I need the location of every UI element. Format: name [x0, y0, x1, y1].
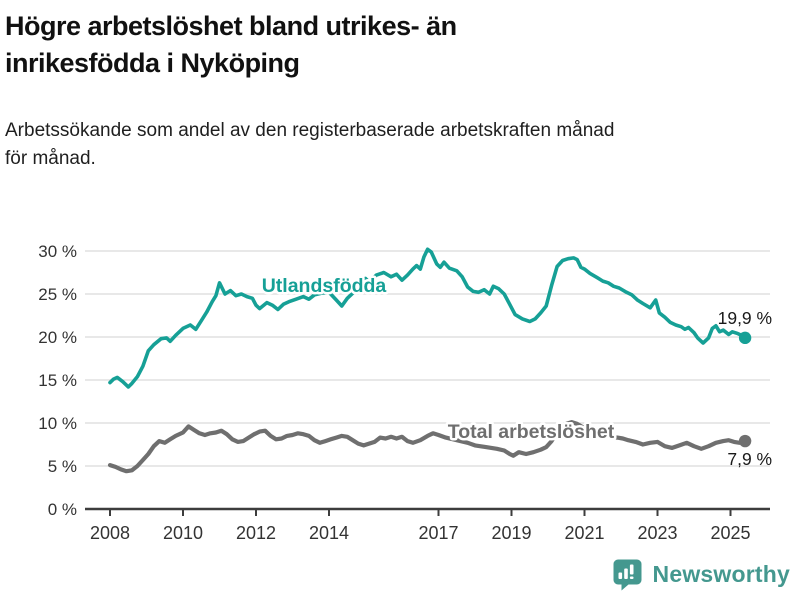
svg-text:10 %: 10 % [38, 414, 77, 433]
svg-text:5 %: 5 % [48, 457, 77, 476]
chart-subtitle: Arbetssökande som andel av den registerb… [5, 117, 785, 173]
chart-subtitle-line1: Arbetssökande som andel av den registerb… [5, 120, 615, 141]
chart-title-line1: Högre arbetslöshet bland utrikes- än [5, 11, 457, 41]
svg-text:2017: 2017 [418, 523, 458, 543]
svg-text:2008: 2008 [90, 523, 130, 543]
series-label-utlandsfodda: Utlandsfödda [262, 275, 387, 297]
svg-text:2021: 2021 [564, 523, 604, 543]
line-chart: 0 % 5 % 10 % 15 % 20 % 25 % 30 % 2008 2010 2012 20… [38, 242, 772, 543]
svg-text:15 %: 15 % [38, 371, 77, 390]
chart-title-line2: inrikesfödda i Nyköping [5, 48, 300, 78]
svg-text:30 %: 30 % [38, 242, 77, 261]
series-label-total: Total arbetslöshet [448, 421, 615, 443]
svg-text:2019: 2019 [491, 523, 531, 543]
svg-text:2023: 2023 [637, 523, 677, 543]
svg-text:2010: 2010 [163, 523, 203, 543]
svg-text:25 %: 25 % [38, 285, 77, 304]
svg-text:2012: 2012 [236, 523, 276, 543]
svg-text:2025: 2025 [710, 523, 750, 543]
svg-text:0 %: 0 % [48, 500, 77, 519]
end-value-label: 19,9 % [718, 308, 772, 328]
newsworthy-logo-icon [613, 559, 642, 591]
brand-name: Newsworthy [652, 560, 790, 587]
chart-title: Högre arbetslöshet bland utrikes- än inr… [5, 8, 765, 82]
svg-text:20 %: 20 % [38, 328, 77, 347]
svg-text:2014: 2014 [309, 523, 349, 543]
chart-subtitle-line2: för månad. [5, 148, 96, 169]
brand-footer: Newsworthy [611, 556, 790, 592]
end-value-label: 7,9 % [727, 449, 772, 469]
